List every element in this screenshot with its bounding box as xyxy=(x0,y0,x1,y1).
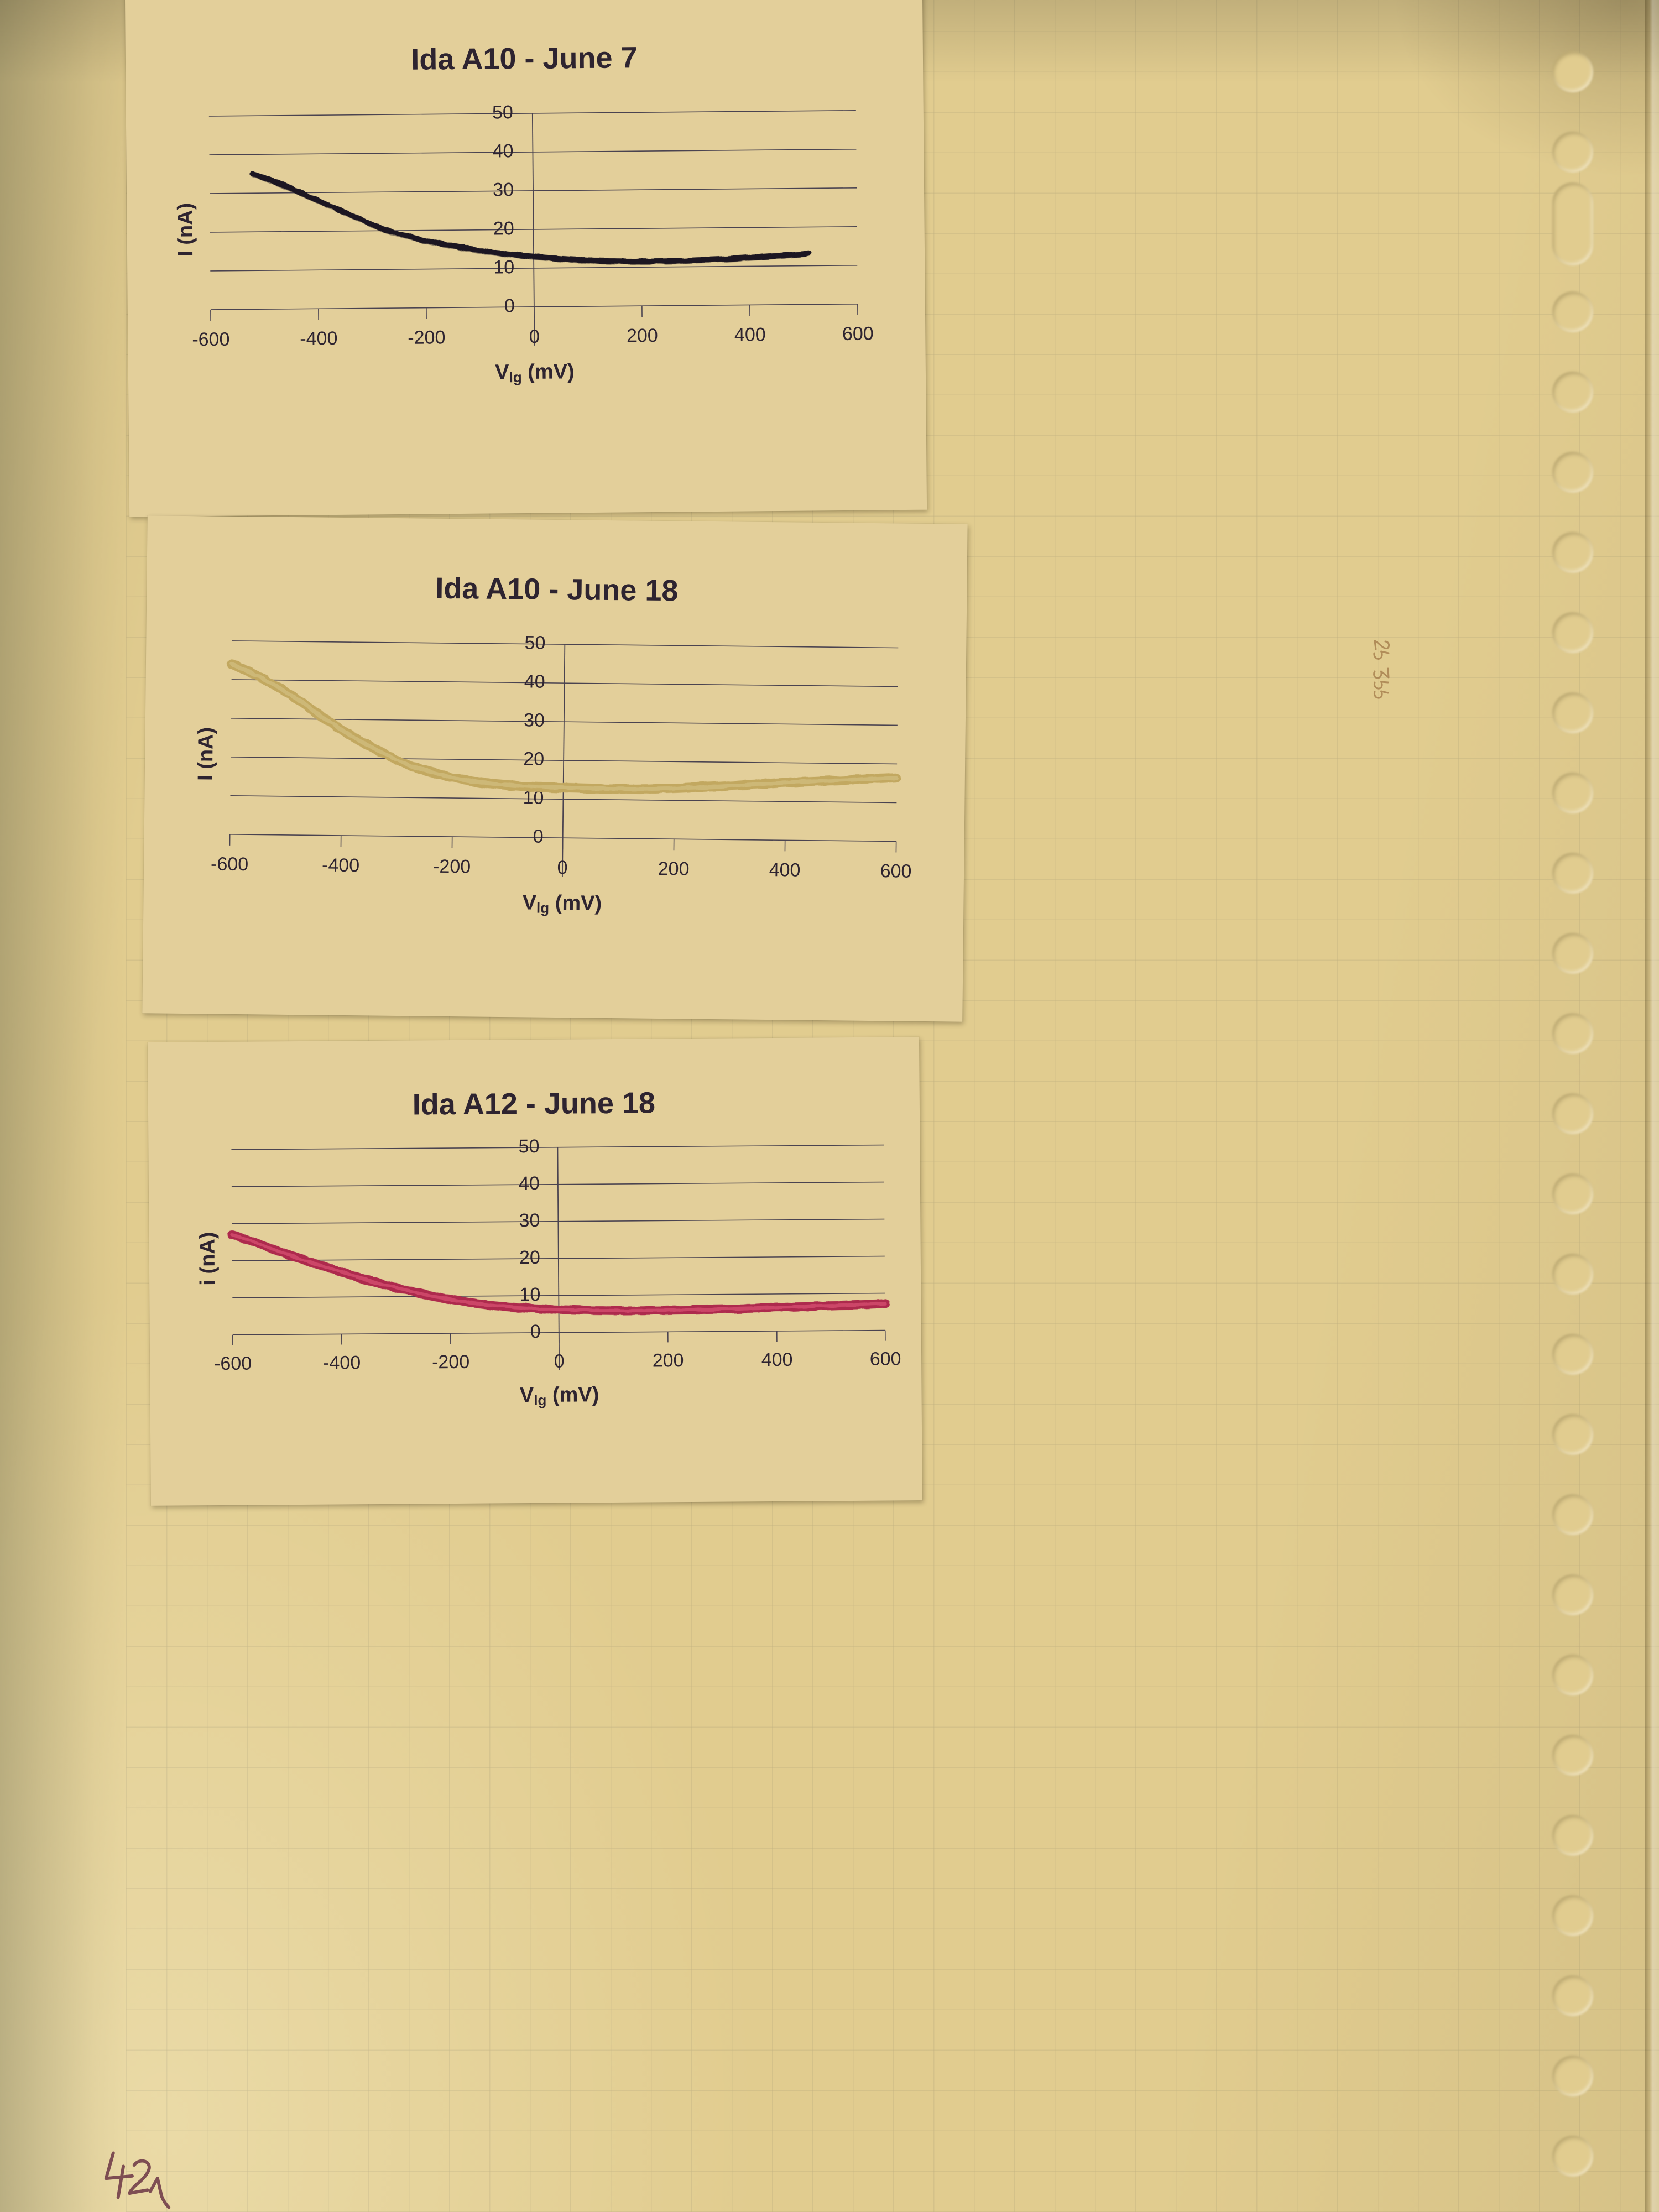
svg-text:i (nA): i (nA) xyxy=(196,1232,220,1285)
svg-text:I (nA): I (nA) xyxy=(174,203,197,257)
svg-text:40: 40 xyxy=(519,1173,540,1194)
svg-text:30: 30 xyxy=(493,179,514,200)
svg-text:0: 0 xyxy=(529,326,540,347)
svg-text:0: 0 xyxy=(557,857,567,878)
svg-text:0: 0 xyxy=(504,295,515,316)
svg-text:-600: -600 xyxy=(214,1353,252,1374)
svg-text:600: 600 xyxy=(870,1348,901,1369)
svg-text:Vlg (mV): Vlg (mV) xyxy=(522,891,602,916)
svg-text:200: 200 xyxy=(653,1350,684,1371)
svg-text:20: 20 xyxy=(519,1247,540,1268)
svg-text:Vlg (mV): Vlg (mV) xyxy=(520,1383,599,1408)
svg-text:50: 50 xyxy=(492,102,513,123)
svg-text:10: 10 xyxy=(493,257,514,278)
svg-text:200: 200 xyxy=(658,858,690,880)
svg-text:600: 600 xyxy=(880,860,912,882)
svg-text:20: 20 xyxy=(493,218,514,239)
svg-text:600: 600 xyxy=(842,324,874,345)
svg-text:-400: -400 xyxy=(322,855,359,877)
svg-text:20: 20 xyxy=(523,748,544,769)
svg-text:0: 0 xyxy=(533,826,544,847)
svg-text:-400: -400 xyxy=(323,1352,361,1373)
svg-text:400: 400 xyxy=(769,859,801,881)
svg-text:-200: -200 xyxy=(433,856,471,878)
svg-text:50: 50 xyxy=(518,1136,539,1157)
svg-text:50: 50 xyxy=(524,632,545,653)
svg-text:40: 40 xyxy=(524,671,545,692)
svg-text:-200: -200 xyxy=(408,327,445,348)
svg-text:30: 30 xyxy=(524,709,545,731)
svg-text:30: 30 xyxy=(519,1210,540,1231)
svg-text:400: 400 xyxy=(734,324,766,345)
svg-text:0: 0 xyxy=(530,1321,541,1342)
svg-text:40: 40 xyxy=(492,140,513,161)
svg-text:0: 0 xyxy=(554,1351,565,1372)
svg-text:-200: -200 xyxy=(432,1352,469,1373)
svg-text:I (nA): I (nA) xyxy=(194,727,218,781)
svg-text:Vlg (mV): Vlg (mV) xyxy=(495,360,575,385)
svg-text:10: 10 xyxy=(519,1284,540,1305)
svg-text:200: 200 xyxy=(627,325,658,346)
svg-text:-600: -600 xyxy=(211,853,248,875)
svg-text:400: 400 xyxy=(761,1349,793,1370)
svg-text:-600: -600 xyxy=(192,329,229,351)
svg-text:-400: -400 xyxy=(300,328,337,349)
